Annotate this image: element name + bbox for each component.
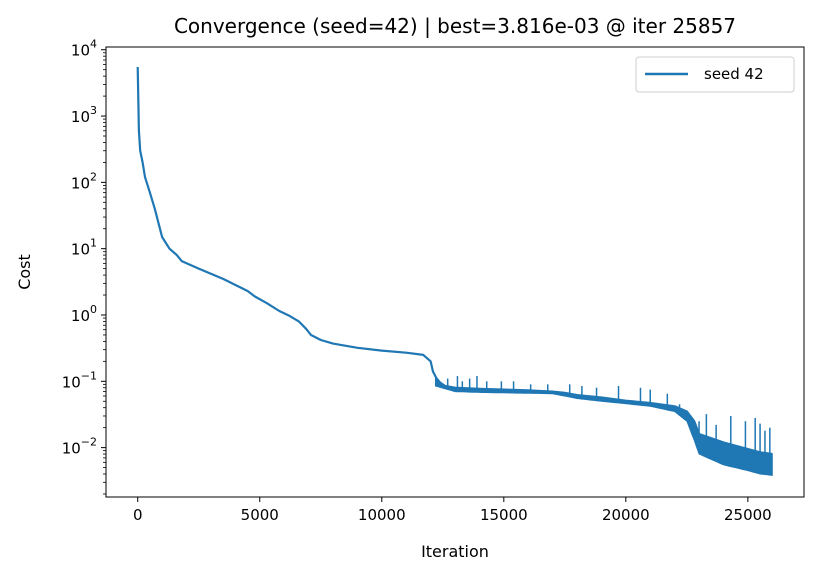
x-tick-label: 15000 bbox=[480, 506, 528, 524]
x-axis: 0 5000 10000 15000 20000 25000 bbox=[133, 497, 772, 524]
legend-label: seed 42 bbox=[704, 65, 764, 83]
series-line-seed-42 bbox=[136, 66, 773, 456]
y-axis-label: Cost bbox=[15, 254, 34, 290]
x-axis-label: Iteration bbox=[421, 542, 489, 561]
y-tick-label: 10−2 bbox=[62, 436, 97, 458]
plot-frame bbox=[105, 46, 805, 498]
y-tick-label: 103 bbox=[71, 104, 97, 126]
y-axis: 10−2 10−1 100 101 102 103 104 bbox=[62, 38, 106, 495]
y-tick-label: 104 bbox=[71, 38, 97, 60]
x-tick-label: 10000 bbox=[358, 506, 406, 524]
legend-box bbox=[635, 56, 795, 93]
y-tick-label: 102 bbox=[71, 170, 97, 192]
x-tick-label: 25000 bbox=[724, 506, 772, 524]
series-layer bbox=[136, 66, 773, 476]
legend: seed 42 bbox=[635, 56, 795, 93]
x-tick-label: 5000 bbox=[241, 506, 279, 524]
y-tick-label: 10−1 bbox=[62, 369, 97, 391]
y-tick-label: 101 bbox=[71, 237, 97, 259]
x-tick-label: 0 bbox=[133, 506, 143, 524]
x-tick-label: 20000 bbox=[602, 506, 650, 524]
plot-area bbox=[105, 46, 805, 498]
y-tick-label: 100 bbox=[71, 303, 97, 325]
chart-title: Convergence (seed=42) | best=3.816e-03 @… bbox=[174, 14, 736, 38]
